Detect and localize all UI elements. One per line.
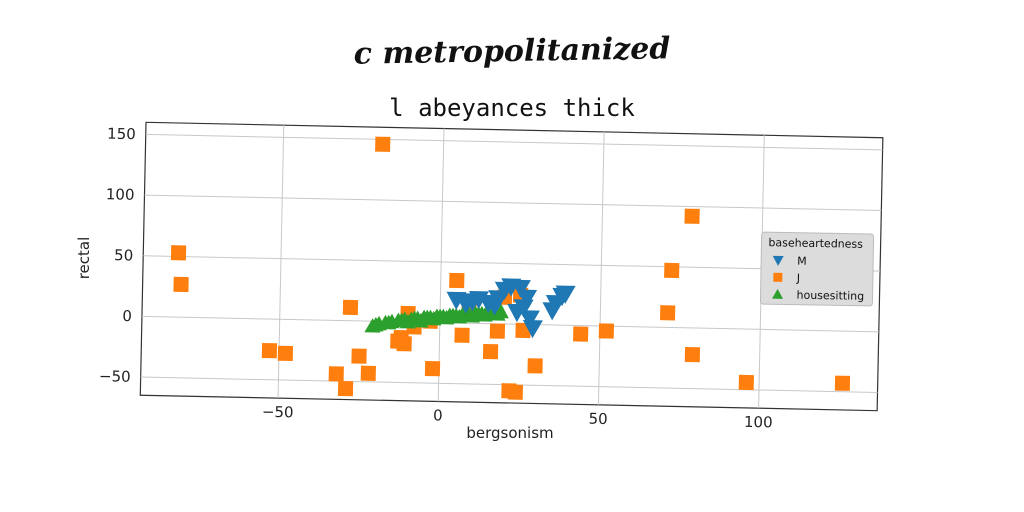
point-J	[738, 374, 754, 391]
legend-marker-J	[773, 272, 783, 282]
point-J	[684, 346, 701, 363]
y-tick-label: 150	[107, 125, 136, 144]
point-housesitting	[399, 313, 416, 329]
chart-title: l abeyances thick	[389, 94, 635, 122]
point-J	[360, 365, 376, 381]
y-axis-label: rectal	[75, 237, 93, 280]
point-J	[337, 380, 354, 397]
legend-label: housesitting	[796, 289, 864, 303]
x-axis-label: bergsonism	[466, 424, 553, 442]
point-housesitting	[425, 310, 442, 326]
x-tick-label: 0	[433, 406, 443, 424]
point-J	[489, 323, 506, 339]
y-grid-line	[143, 255, 881, 272]
point-M	[484, 297, 505, 316]
point-M	[517, 289, 538, 308]
point-M	[507, 303, 528, 323]
point-J	[834, 375, 851, 391]
point-M	[555, 285, 576, 304]
y-tick-label: 100	[106, 185, 135, 204]
point-housesitting	[451, 308, 468, 324]
point-M	[522, 320, 543, 339]
point-J	[482, 343, 499, 360]
x-grid-line	[597, 131, 605, 405]
point-J	[573, 326, 589, 342]
point-J	[684, 208, 700, 224]
point-J	[375, 136, 391, 152]
y-tick-label: 0	[122, 307, 132, 325]
point-J	[390, 333, 406, 349]
legend-box	[759, 231, 875, 307]
point-J	[424, 360, 441, 377]
grid-lines	[140, 125, 883, 409]
point-M	[510, 279, 531, 298]
point-J	[170, 245, 187, 261]
point-J	[328, 366, 344, 382]
point-J	[664, 262, 680, 279]
y-tick-label: 50	[114, 246, 133, 264]
tick-labels: −50 0 50 100 150 100 50 0 −50	[99, 125, 773, 432]
point-J	[173, 276, 189, 293]
legend-label: M	[797, 255, 807, 268]
point-J	[261, 342, 278, 359]
point-M	[519, 310, 540, 329]
point-J	[449, 272, 465, 289]
y-grid-line	[144, 194, 882, 212]
point-housesitting	[438, 309, 455, 325]
plot-area: −50 0 50 100 150 100 50 0 −50	[99, 121, 884, 432]
point-housesitting	[367, 316, 384, 332]
point-J	[598, 323, 615, 339]
point-housesitting	[412, 313, 429, 328]
data-points	[170, 136, 851, 400]
point-J	[454, 327, 470, 343]
y-tick-label: −50	[99, 367, 131, 386]
legend-label: J	[796, 272, 800, 285]
legend-title: baseheartedness	[768, 236, 863, 251]
x-tick-label: −50	[262, 403, 294, 422]
plot-frame	[139, 121, 884, 412]
legend-marker-M	[772, 255, 784, 266]
point-J	[659, 305, 676, 321]
point-housesitting	[476, 307, 493, 322]
point-J	[507, 384, 524, 400]
x-tick-label: 100	[744, 413, 773, 432]
x-tick-label: 50	[588, 410, 607, 428]
x-grid-line	[437, 128, 445, 402]
point-J	[342, 299, 359, 316]
point-J	[527, 358, 543, 374]
point-J	[277, 345, 294, 362]
point-J	[351, 348, 367, 364]
y-grid-line	[141, 315, 879, 333]
point-housesitting	[489, 306, 506, 321]
point-housesitting	[380, 314, 397, 330]
y-grid-line	[145, 133, 883, 151]
point-housesitting	[463, 308, 480, 323]
legend-marker-housesitting	[771, 288, 783, 299]
